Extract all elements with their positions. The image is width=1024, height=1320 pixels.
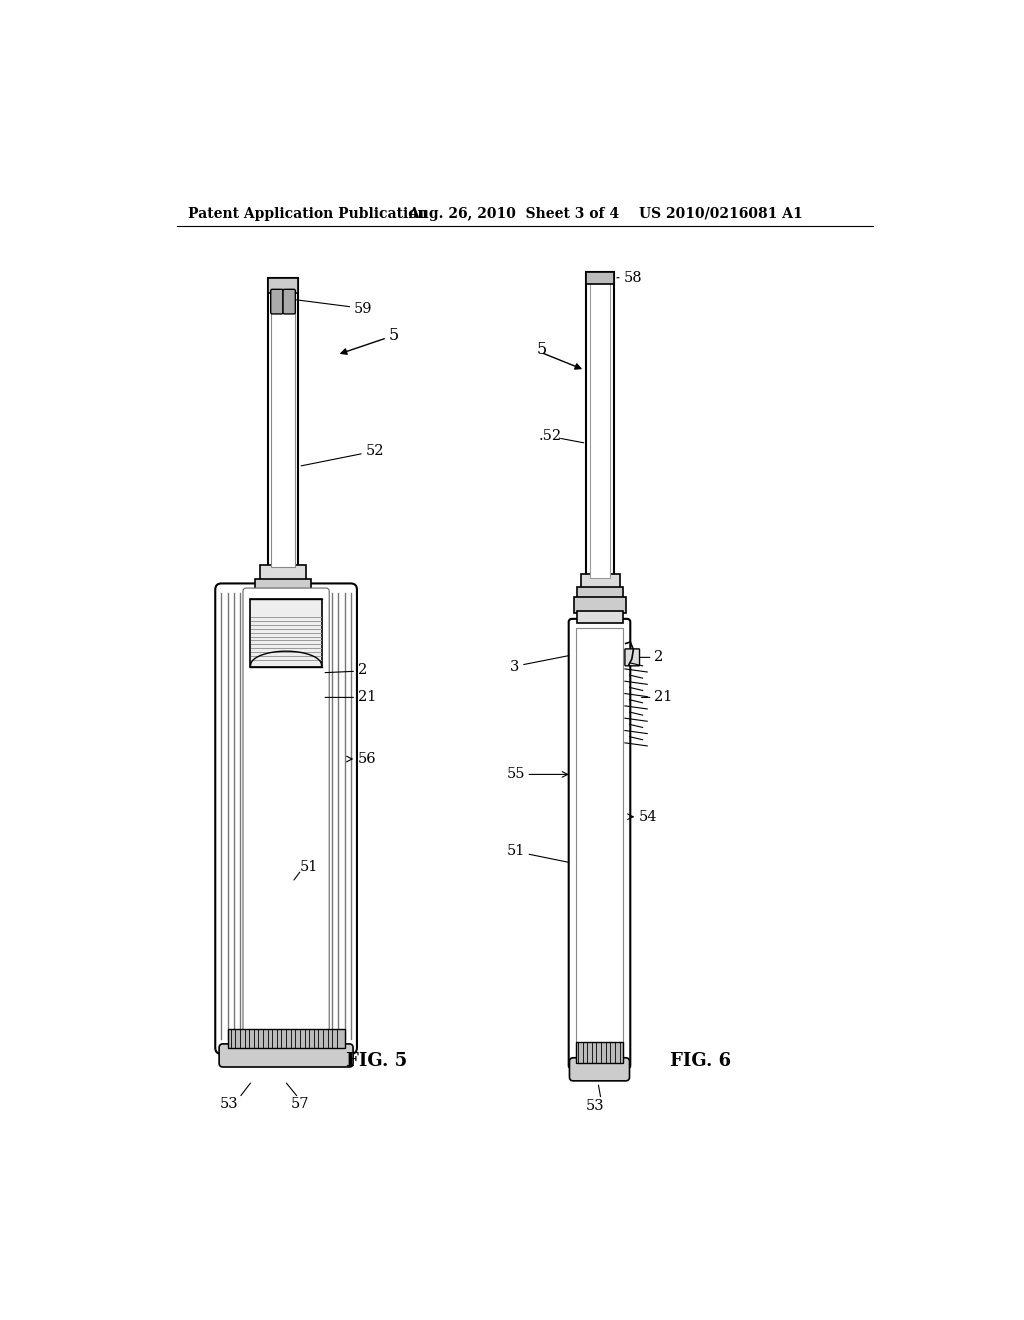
Text: 3: 3	[510, 660, 519, 673]
Bar	[578, 611, 624, 623]
Text: 5: 5	[537, 341, 547, 358]
Text: 5: 5	[388, 327, 398, 345]
FancyBboxPatch shape	[219, 1044, 353, 1067]
Text: 57: 57	[291, 1097, 309, 1111]
FancyBboxPatch shape	[270, 289, 283, 314]
Text: 2: 2	[654, 651, 664, 664]
Bar	[250, 599, 323, 667]
Bar	[590, 272, 610, 578]
Bar	[267, 277, 298, 293]
FancyBboxPatch shape	[568, 619, 631, 1069]
Text: 52: 52	[366, 444, 384, 458]
Text: 55: 55	[506, 767, 524, 781]
FancyBboxPatch shape	[625, 649, 640, 665]
Text: 53: 53	[586, 1098, 604, 1113]
Text: 56: 56	[357, 752, 377, 766]
Bar	[581, 574, 620, 589]
Bar	[578, 586, 624, 599]
Text: 21: 21	[654, 690, 673, 705]
Bar	[587, 272, 614, 578]
Bar	[227, 1028, 345, 1048]
Text: 51: 51	[507, 845, 524, 858]
Bar	[271, 277, 295, 566]
Bar	[575, 628, 624, 1059]
Text: 21: 21	[357, 690, 376, 705]
Bar	[574, 597, 627, 612]
Bar	[575, 1043, 624, 1063]
Bar	[587, 272, 614, 284]
Text: 53: 53	[220, 1097, 239, 1111]
Text: Patent Application Publication: Patent Application Publication	[188, 207, 428, 220]
Text: FIG. 6: FIG. 6	[670, 1052, 731, 1069]
Text: 59: 59	[354, 301, 373, 315]
Text: 51: 51	[300, 859, 318, 874]
Text: US 2010/0216081 A1: US 2010/0216081 A1	[639, 207, 803, 220]
FancyBboxPatch shape	[243, 589, 330, 1047]
FancyBboxPatch shape	[283, 289, 295, 314]
Text: 54: 54	[639, 809, 657, 824]
Bar	[255, 578, 310, 591]
Text: 2: 2	[357, 664, 367, 677]
FancyBboxPatch shape	[215, 583, 357, 1053]
Bar	[260, 565, 306, 581]
Bar	[267, 277, 298, 566]
Text: 58: 58	[624, 271, 642, 285]
Text: FIG. 5: FIG. 5	[346, 1052, 408, 1069]
Text: .52: .52	[539, 429, 562, 442]
FancyBboxPatch shape	[569, 1057, 630, 1081]
Text: Aug. 26, 2010  Sheet 3 of 4: Aug. 26, 2010 Sheet 3 of 4	[408, 207, 618, 220]
